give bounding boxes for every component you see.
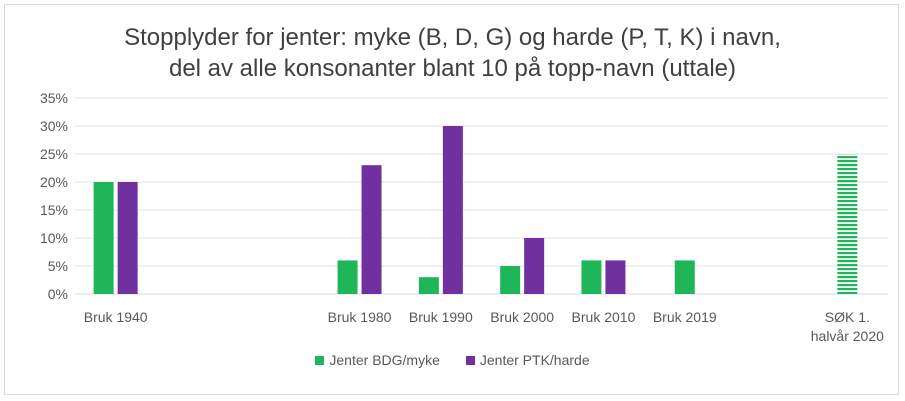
- legend-item-series-1: Jenter BDG/myke: [315, 352, 440, 368]
- x-tick-label: Bruk 1940: [84, 309, 148, 325]
- chart-legend: Jenter BDG/myke Jenter PTK/harde: [0, 352, 905, 368]
- x-tick-label: Bruk 2010: [572, 309, 636, 325]
- bar-series-1: [337, 260, 358, 294]
- x-tick-label: Bruk 1990: [409, 309, 473, 325]
- bar-series-2: [605, 260, 626, 294]
- legend-label-series-1: Jenter BDG/myke: [329, 352, 440, 368]
- legend-label-series-2: Jenter PTK/harde: [479, 352, 590, 368]
- x-tick-label: Bruk 2000: [490, 309, 554, 325]
- y-tick-label: 15%: [40, 202, 68, 218]
- y-tick-label: 25%: [40, 146, 68, 162]
- x-tick-label: Bruk 1980: [328, 309, 392, 325]
- legend-item-series-2: Jenter PTK/harde: [465, 352, 590, 368]
- chart-title-line-1: Stopplyder for jenter: myke (B, D, G) og…: [124, 24, 781, 51]
- legend-swatch-series-2: [465, 355, 475, 365]
- chart-title-line-2: del av alle konsonanter blant 10 på topp…: [168, 55, 737, 82]
- bar-series-2: [361, 165, 382, 294]
- y-tick-label: 30%: [40, 118, 68, 134]
- bar-series-2: [524, 238, 545, 294]
- x-tick-label: Bruk 2019: [653, 309, 717, 325]
- legend-swatch-series-1: [315, 355, 325, 365]
- bar-series-1: [418, 277, 439, 294]
- y-tick-label: 20%: [40, 174, 68, 190]
- bar-series-1: [93, 182, 114, 294]
- x-tick-label: SØK 1. halvår 2020: [811, 309, 884, 344]
- chart-title: Stopplyder for jenter: myke (B, D, G) og…: [0, 22, 905, 84]
- bar-series-1: [581, 260, 602, 294]
- bar-series-1: [500, 266, 521, 294]
- bar-series-2: [442, 126, 463, 294]
- y-tick-label: 35%: [40, 90, 68, 106]
- bar-series-1: [837, 154, 858, 294]
- y-tick-label: 10%: [40, 230, 68, 246]
- bar-series-1: [674, 260, 695, 294]
- bar-series-2: [117, 182, 138, 294]
- y-tick-label: 5%: [48, 258, 68, 274]
- y-tick-label: 0%: [48, 286, 68, 302]
